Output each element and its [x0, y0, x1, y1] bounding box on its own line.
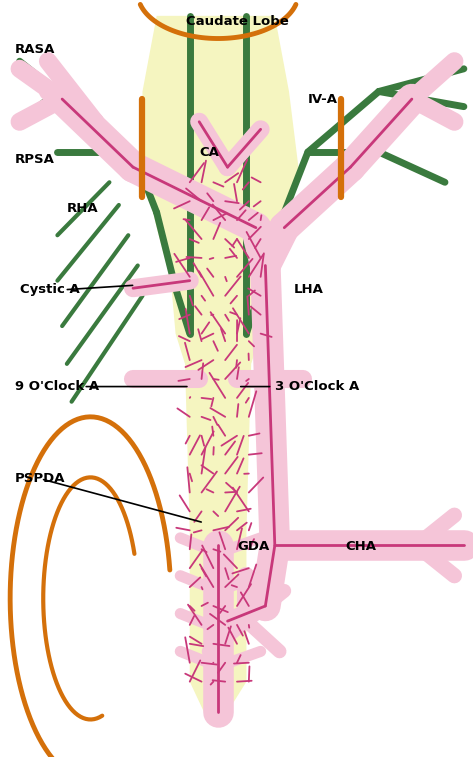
Text: Cystic A: Cystic A — [19, 283, 79, 296]
Text: RHA: RHA — [67, 202, 99, 215]
Text: Caudate Lobe: Caudate Lobe — [186, 15, 288, 28]
Text: LHA: LHA — [294, 283, 324, 296]
Text: PSPDA: PSPDA — [15, 472, 65, 485]
Text: IV-A: IV-A — [308, 92, 338, 105]
Text: RPSA: RPSA — [15, 153, 55, 166]
Polygon shape — [143, 16, 299, 712]
Text: CA: CA — [199, 146, 219, 158]
Text: 9 O'Clock A: 9 O'Clock A — [15, 380, 99, 393]
Text: CHA: CHA — [346, 540, 377, 553]
Text: RASA: RASA — [15, 43, 55, 56]
Text: 3 O'Clock A: 3 O'Clock A — [275, 380, 359, 393]
Text: GDA: GDA — [237, 540, 269, 553]
